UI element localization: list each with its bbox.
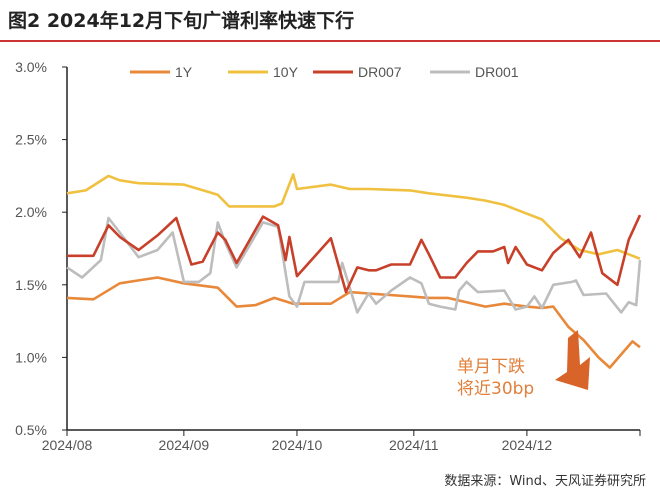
y-tick-label: 1.0% <box>15 349 47 365</box>
annotation-line-1: 单月下跌 <box>457 357 525 377</box>
legend-label-dr007: DR007 <box>358 64 402 80</box>
x-tick-label: 2024/12 <box>502 437 553 453</box>
title-divider <box>0 40 660 42</box>
source-note: 数据来源：Wind、天风证券研究所 <box>444 474 646 489</box>
x-tick-label: 2024/10 <box>272 437 323 453</box>
y-tick-label: 0.5% <box>15 422 47 438</box>
series-line-10y <box>66 173 641 260</box>
y-tick-label: 3.0% <box>15 59 47 75</box>
figure-title: 图2 2024年12月下旬广谱利率快速下行 <box>8 10 355 32</box>
legend-label-1y: 1Y <box>175 64 193 80</box>
y-tick-label: 2.0% <box>15 204 47 220</box>
legend-label-dr001: DR001 <box>475 64 519 80</box>
down-arrow-icon <box>555 330 590 390</box>
annotation-line-2: 将近30bp <box>457 379 534 399</box>
series-line-1y <box>66 276 641 369</box>
x-tick-label: 2024/09 <box>159 437 210 453</box>
series-line-dr001 <box>66 216 642 314</box>
x-tick-label: 2024/08 <box>42 437 93 453</box>
legend-label-10y: 10Y <box>273 64 299 80</box>
x-tick-label: 2024/11 <box>389 437 439 453</box>
y-tick-label: 2.5% <box>15 132 47 148</box>
series-line-dr007 <box>67 214 642 294</box>
y-tick-label: 1.5% <box>15 277 47 293</box>
